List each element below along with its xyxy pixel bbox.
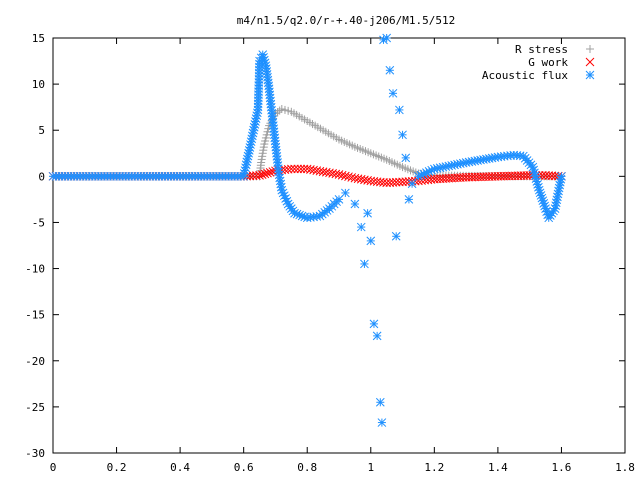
data-point (369, 319, 379, 329)
data-point (280, 105, 289, 114)
y-tick-label: -20 (25, 355, 45, 368)
data-point (290, 164, 299, 174)
chart-title: m4/n1.5/q2.0/r-+.40-j206/M1.5/512 (237, 14, 456, 27)
data-point (382, 33, 392, 43)
data-point (407, 179, 417, 189)
legend-marker (585, 70, 595, 80)
y-tick-label: 0 (38, 170, 45, 183)
data-point (557, 171, 566, 181)
data-point (401, 153, 411, 163)
data-point (275, 106, 284, 115)
data-point (257, 170, 267, 179)
x-tick-label: 1 (367, 461, 374, 474)
data-point (375, 397, 385, 407)
y-tick-label: -25 (25, 401, 45, 414)
data-point (391, 231, 401, 241)
x-tick-label: 0.6 (234, 461, 254, 474)
data-point (293, 164, 303, 174)
data-point (395, 105, 404, 115)
data-point (273, 108, 282, 117)
y-tick-label: -10 (25, 263, 45, 276)
data-point (360, 259, 369, 269)
y-tick-label: -15 (25, 309, 45, 322)
data-point (372, 331, 382, 341)
x-tick-label: 1.2 (424, 461, 444, 474)
plot-area: 0 0.2 0.4 0.6 0.8 1 1.2 1.4 1.6 1.8 -30 -25 -20 -15 -1… (25, 32, 635, 474)
data-point (277, 105, 286, 114)
data-point (366, 236, 376, 246)
x-tick-label: 0.2 (107, 461, 127, 474)
data-point (398, 130, 407, 140)
data-point (284, 106, 293, 115)
x-tick-label: 1.8 (615, 461, 635, 474)
legend-marker (585, 57, 595, 67)
data-point (379, 178, 388, 187)
data-point (363, 208, 372, 218)
data-point (385, 65, 395, 75)
plot-frame (52, 37, 626, 454)
y-tick-label: 15 (32, 32, 45, 45)
y-tick-label: 5 (38, 124, 45, 137)
data-point (377, 418, 387, 427)
x-tick-label: 1.6 (552, 461, 572, 474)
data-point (404, 195, 414, 204)
x-tick-label: 0 (50, 461, 57, 474)
y-tick-label: -30 (25, 447, 45, 460)
data-point (350, 199, 360, 209)
legend-marker (586, 45, 594, 53)
series-acoustic-flux (48, 33, 566, 427)
data-point (286, 164, 296, 174)
data-point (341, 188, 350, 198)
data-point (263, 168, 272, 178)
y-tick-label: -5 (32, 216, 45, 229)
data-point (255, 171, 264, 180)
legend-label: R stress (515, 43, 568, 56)
x-tick-label: 0.4 (170, 461, 190, 474)
legend-label: Acoustic flux (482, 69, 568, 82)
data-point (265, 167, 275, 177)
x-tick-label: 1.4 (488, 461, 508, 474)
data-point (296, 164, 306, 174)
x-tick-label: 0.8 (297, 461, 317, 474)
data-point (356, 222, 366, 232)
legend-label: G work (528, 56, 568, 69)
data-point (260, 169, 270, 179)
data-point (388, 88, 398, 98)
y-tick-label: 10 (32, 78, 45, 91)
